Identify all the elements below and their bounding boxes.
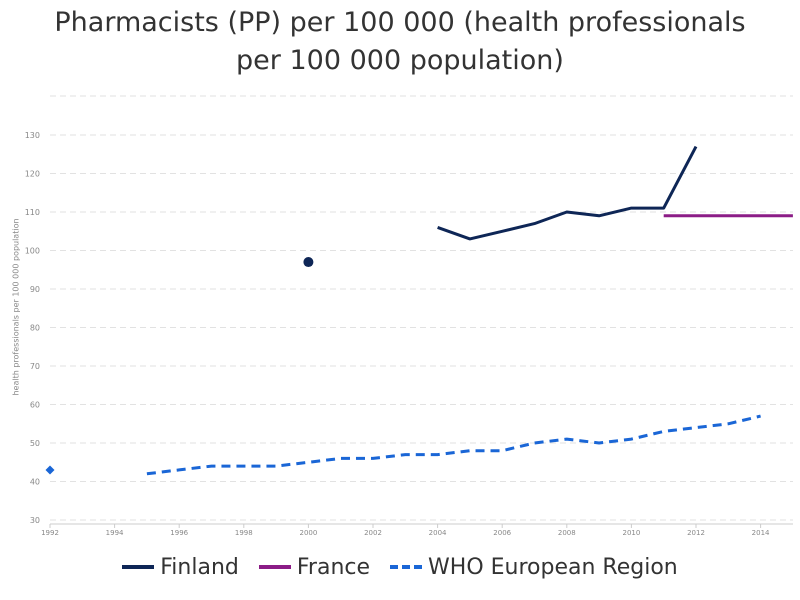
- series-finland-segment-1: [437, 145, 698, 241]
- series-finland-point-2000: [303, 257, 314, 268]
- x-tick-label-2014: 2014: [752, 529, 770, 537]
- y-tick-label-110: 110: [25, 208, 40, 217]
- x-tick-label-2010: 2010: [622, 529, 640, 537]
- legend-swatch-france: [258, 565, 291, 569]
- x-tick-label-2008: 2008: [558, 529, 576, 537]
- x-tick-label-1998: 1998: [235, 529, 253, 537]
- legend-swatch-finland: [122, 565, 155, 569]
- chart-title: Pharmacists (PP) per 100 000 (health pro…: [0, 4, 800, 80]
- x-tick-label-1992: 1992: [41, 529, 59, 537]
- y-tick-label-100: 100: [25, 247, 40, 256]
- x-tick-label-1994: 1994: [106, 529, 124, 537]
- y-tick-label-80: 80: [30, 324, 40, 333]
- series-who-european-region-segment-1: [146, 414, 761, 476]
- legend-label-france: France: [296, 554, 371, 580]
- series-who-european-region-point-1992: [45, 465, 55, 475]
- legend-item-who-european-region[interactable]: WHO European Region: [390, 555, 678, 580]
- legend-item-finland[interactable]: Finland: [122, 555, 239, 580]
- y-tick-label-90: 90: [30, 285, 40, 294]
- x-tick-label-1996: 1996: [170, 529, 188, 537]
- y-tick-label-50: 50: [30, 439, 40, 448]
- y-tick-label-60: 60: [30, 401, 40, 410]
- legend-label-who-european-region: WHO European Region: [428, 554, 678, 580]
- x-tick-label-2002: 2002: [364, 529, 382, 537]
- y-tick-label-120: 120: [25, 170, 40, 179]
- x-tick-label-2012: 2012: [687, 529, 705, 537]
- legend-swatch-who-european-region: [390, 565, 423, 569]
- y-tick-label-70: 70: [30, 362, 40, 371]
- y-tick-label-40: 40: [30, 478, 40, 487]
- chart-legend: Finland France WHO European Region: [0, 550, 800, 584]
- x-tick-label-2004: 2004: [429, 529, 447, 537]
- legend-label-finland: Finland: [160, 554, 239, 580]
- y-tick-label-30: 30: [30, 516, 40, 525]
- chart-title-line-2: per 100 000 population): [236, 45, 564, 76]
- x-tick-label-2000: 2000: [299, 529, 317, 537]
- legend-item-france[interactable]: France: [258, 554, 371, 580]
- y-tick-label-130: 130: [25, 131, 40, 140]
- chart-title-line-1: Pharmacists (PP) per 100 000 (health pro…: [54, 7, 746, 38]
- x-tick-label-2006: 2006: [493, 529, 511, 537]
